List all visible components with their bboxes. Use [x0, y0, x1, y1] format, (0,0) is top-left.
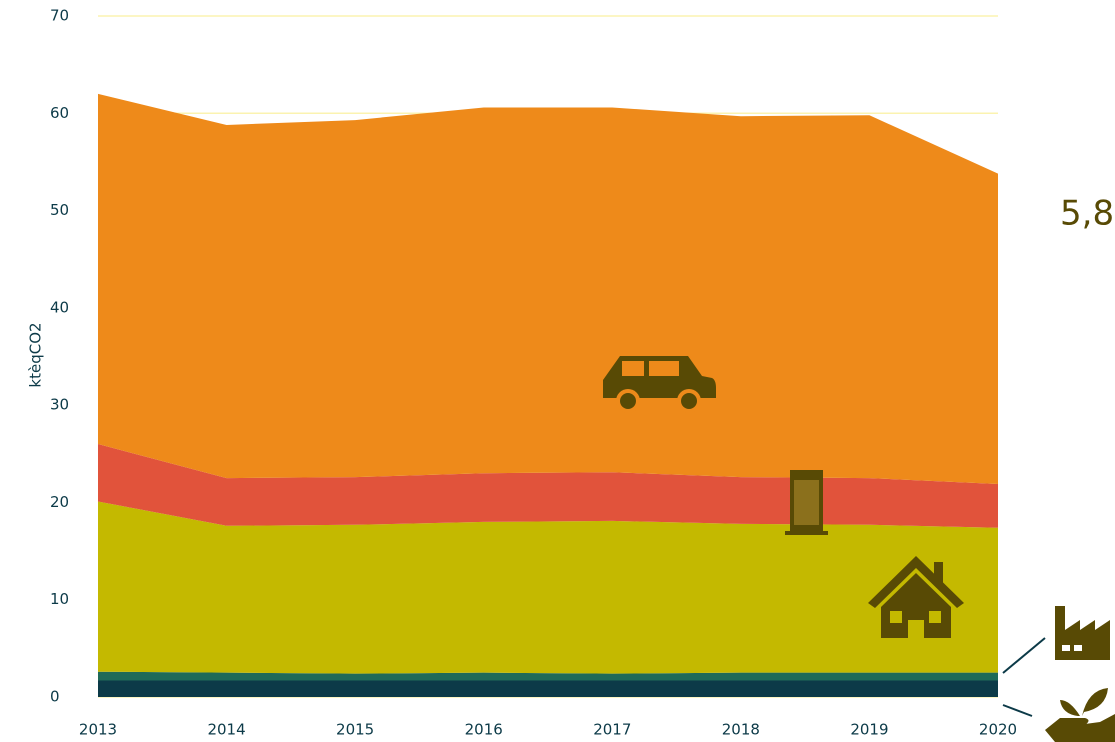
y-tick-label: 40 — [50, 298, 69, 316]
x-tick-label: 2020 — [979, 721, 1017, 739]
x-tick-label: 2015 — [336, 721, 374, 739]
area — [98, 501, 998, 674]
x-tick-label: 2018 — [722, 721, 760, 739]
area — [98, 680, 998, 697]
area — [98, 444, 998, 528]
areas — [98, 93, 998, 697]
house-icon — [868, 556, 964, 638]
y-tick-label: 30 — [50, 396, 69, 414]
area — [98, 671, 998, 681]
x-tick-label: 2016 — [465, 721, 503, 739]
y-tick-label: 50 — [50, 201, 69, 219]
leader-line — [1002, 637, 1046, 674]
leader-line — [1002, 704, 1033, 717]
plant-icon — [1045, 688, 1115, 742]
annotation: 5,8 — [1060, 194, 1114, 234]
y-axis-label: ktèqCO2 — [27, 322, 45, 387]
building-icon — [785, 470, 828, 535]
car-icon — [603, 356, 716, 413]
x-tick-label: 2014 — [207, 721, 245, 739]
x-tick-label: 2019 — [850, 721, 888, 739]
y-tick-label: 20 — [50, 493, 69, 511]
factory-icon — [1055, 606, 1110, 660]
y-tick-label: 70 — [50, 7, 69, 25]
x-tick-label: 2013 — [79, 721, 117, 739]
y-tick-label: 10 — [50, 590, 69, 608]
area — [98, 93, 998, 484]
x-tick-label: 2017 — [593, 721, 631, 739]
y-tick-label: 60 — [50, 104, 69, 122]
y-tick-label: 0 — [50, 688, 60, 706]
